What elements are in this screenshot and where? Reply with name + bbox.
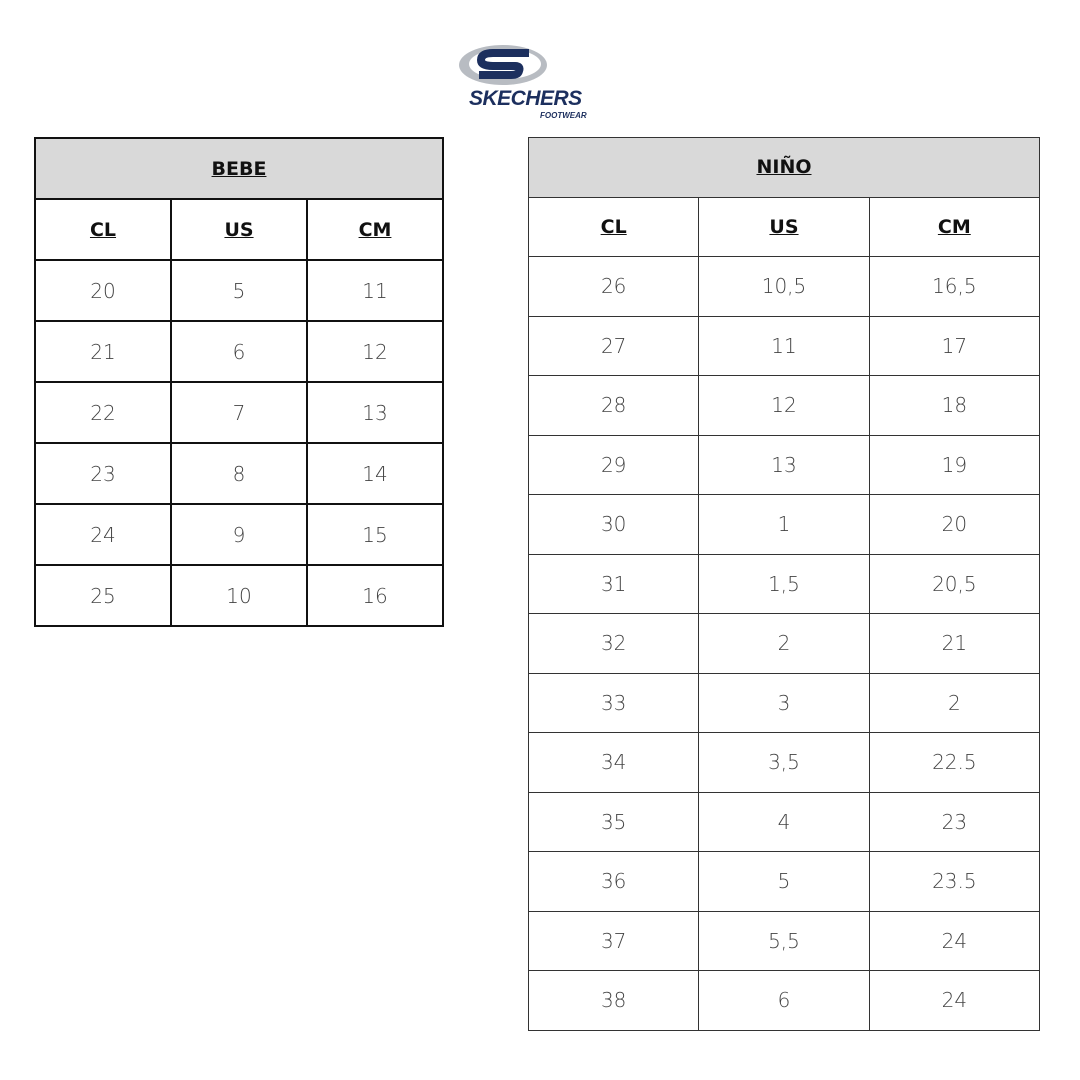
table-cell: 5	[698, 851, 870, 912]
table-cell: 6	[170, 320, 308, 383]
table-cell: 24	[868, 910, 1041, 971]
table-cell: 3	[698, 672, 870, 733]
table-row: 36 5 23.5	[527, 851, 1041, 912]
table-cell: 7	[170, 381, 308, 444]
table-cell: 6	[698, 970, 870, 1031]
column-header-us: US	[170, 198, 308, 261]
table-cell: 38	[527, 970, 700, 1031]
table-cell: 25	[34, 564, 172, 627]
table-cell: 24	[868, 970, 1041, 1031]
table-row: 29 13 19	[527, 434, 1041, 495]
table-cell: 13	[306, 381, 444, 444]
table-cell: 23	[868, 791, 1041, 852]
table-cell: 11	[306, 259, 444, 322]
table-cell: 21	[34, 320, 172, 383]
table-row: 32 2 21	[527, 613, 1041, 674]
table-row: 34 3,5 22.5	[527, 732, 1041, 793]
table-cell: 12	[306, 320, 444, 383]
table-cell: 16,5	[868, 256, 1041, 317]
table-row: 27 11 17	[527, 315, 1041, 376]
table-cell: 1	[698, 494, 870, 555]
column-header-cm: CM	[868, 196, 1041, 257]
table-cell: 20	[868, 494, 1041, 555]
table-row: 25 10 16	[34, 564, 444, 627]
table-row: 24 9 15	[34, 503, 444, 566]
column-header-cl: CL	[34, 198, 172, 261]
table-cell: 5	[170, 259, 308, 322]
table-cell: 2	[698, 613, 870, 674]
table-row: 20 5 11	[34, 259, 444, 322]
logo-sub-text: FOOTWEAR	[540, 111, 587, 120]
table-row: 30 1 20	[527, 494, 1041, 555]
table-cell: 24	[34, 503, 172, 566]
table-row: 31 1,5 20,5	[527, 553, 1041, 614]
table-row: 37 5,5 24	[527, 910, 1041, 971]
table-cell: 32	[527, 613, 700, 674]
table-cell: 22	[34, 381, 172, 444]
table-cell: 36	[527, 851, 700, 912]
column-header-us: US	[698, 196, 870, 257]
table-cell: 29	[527, 434, 700, 495]
table-cell: 5,5	[698, 910, 870, 971]
table-cell: 17	[868, 315, 1041, 376]
table-cell: 9	[170, 503, 308, 566]
table-cell: 10	[170, 564, 308, 627]
table-row: 38 6 24	[527, 970, 1041, 1031]
table-cell: 37	[527, 910, 700, 971]
table-cell: 4	[698, 791, 870, 852]
skechers-s-icon	[459, 45, 547, 85]
table-cell: 10,5	[698, 256, 870, 317]
table-row: 33 3 2	[527, 672, 1041, 733]
column-header-cm: CM	[306, 198, 444, 261]
table-row: 28 12 18	[527, 375, 1041, 436]
table-cell: 16	[306, 564, 444, 627]
table-cell: 1,5	[698, 553, 870, 614]
table-cell: 2	[868, 672, 1041, 733]
table-cell: 27	[527, 315, 700, 376]
table-cell: 15	[306, 503, 444, 566]
table-cell: 33	[527, 672, 700, 733]
table-row: 21 6 12	[34, 320, 444, 383]
table-cell: 22.5	[868, 732, 1041, 793]
table-cell: 13	[698, 434, 870, 495]
table-cell: 8	[170, 442, 308, 505]
logo-brand-text: SKECHERS	[469, 87, 582, 110]
table-cell: 21	[868, 613, 1041, 674]
column-header-cl: CL	[527, 196, 700, 257]
table-cell: 28	[527, 375, 700, 436]
skechers-logo: SKECHERS FOOTWEAR	[455, 44, 630, 124]
table-cell: 11	[698, 315, 870, 376]
table-cell: 19	[868, 434, 1041, 495]
table-row: 23 8 14	[34, 442, 444, 505]
table-cell: 26	[527, 256, 700, 317]
table-cell: 18	[868, 375, 1041, 436]
table-cell: 14	[306, 442, 444, 505]
bebe-size-table: BEBE CL US CM 20 5 11 21 6 12 22 7 13 23 8 14 24 9 15 25 10 1…	[34, 137, 444, 627]
table-cell: 35	[527, 791, 700, 852]
table-cell: 23	[34, 442, 172, 505]
table-row: 35 4 23	[527, 791, 1041, 852]
table-title: BEBE	[34, 137, 444, 200]
table-cell: 12	[698, 375, 870, 436]
table-cell: 30	[527, 494, 700, 555]
table-cell: 23.5	[868, 851, 1041, 912]
nino-size-table: NIÑO CL US CM 26 10,5 16,5 27 11 17 28 12 18 29 13 19 30…	[527, 137, 1041, 1031]
table-cell: 34	[527, 732, 700, 793]
table-cell: 3,5	[698, 732, 870, 793]
table-row: 22 7 13	[34, 381, 444, 444]
table-cell: 20,5	[868, 553, 1041, 614]
table-title: NIÑO	[528, 137, 1040, 198]
table-cell: 31	[527, 553, 700, 614]
table-row: 26 10,5 16,5	[527, 256, 1041, 317]
table-cell: 20	[34, 259, 172, 322]
